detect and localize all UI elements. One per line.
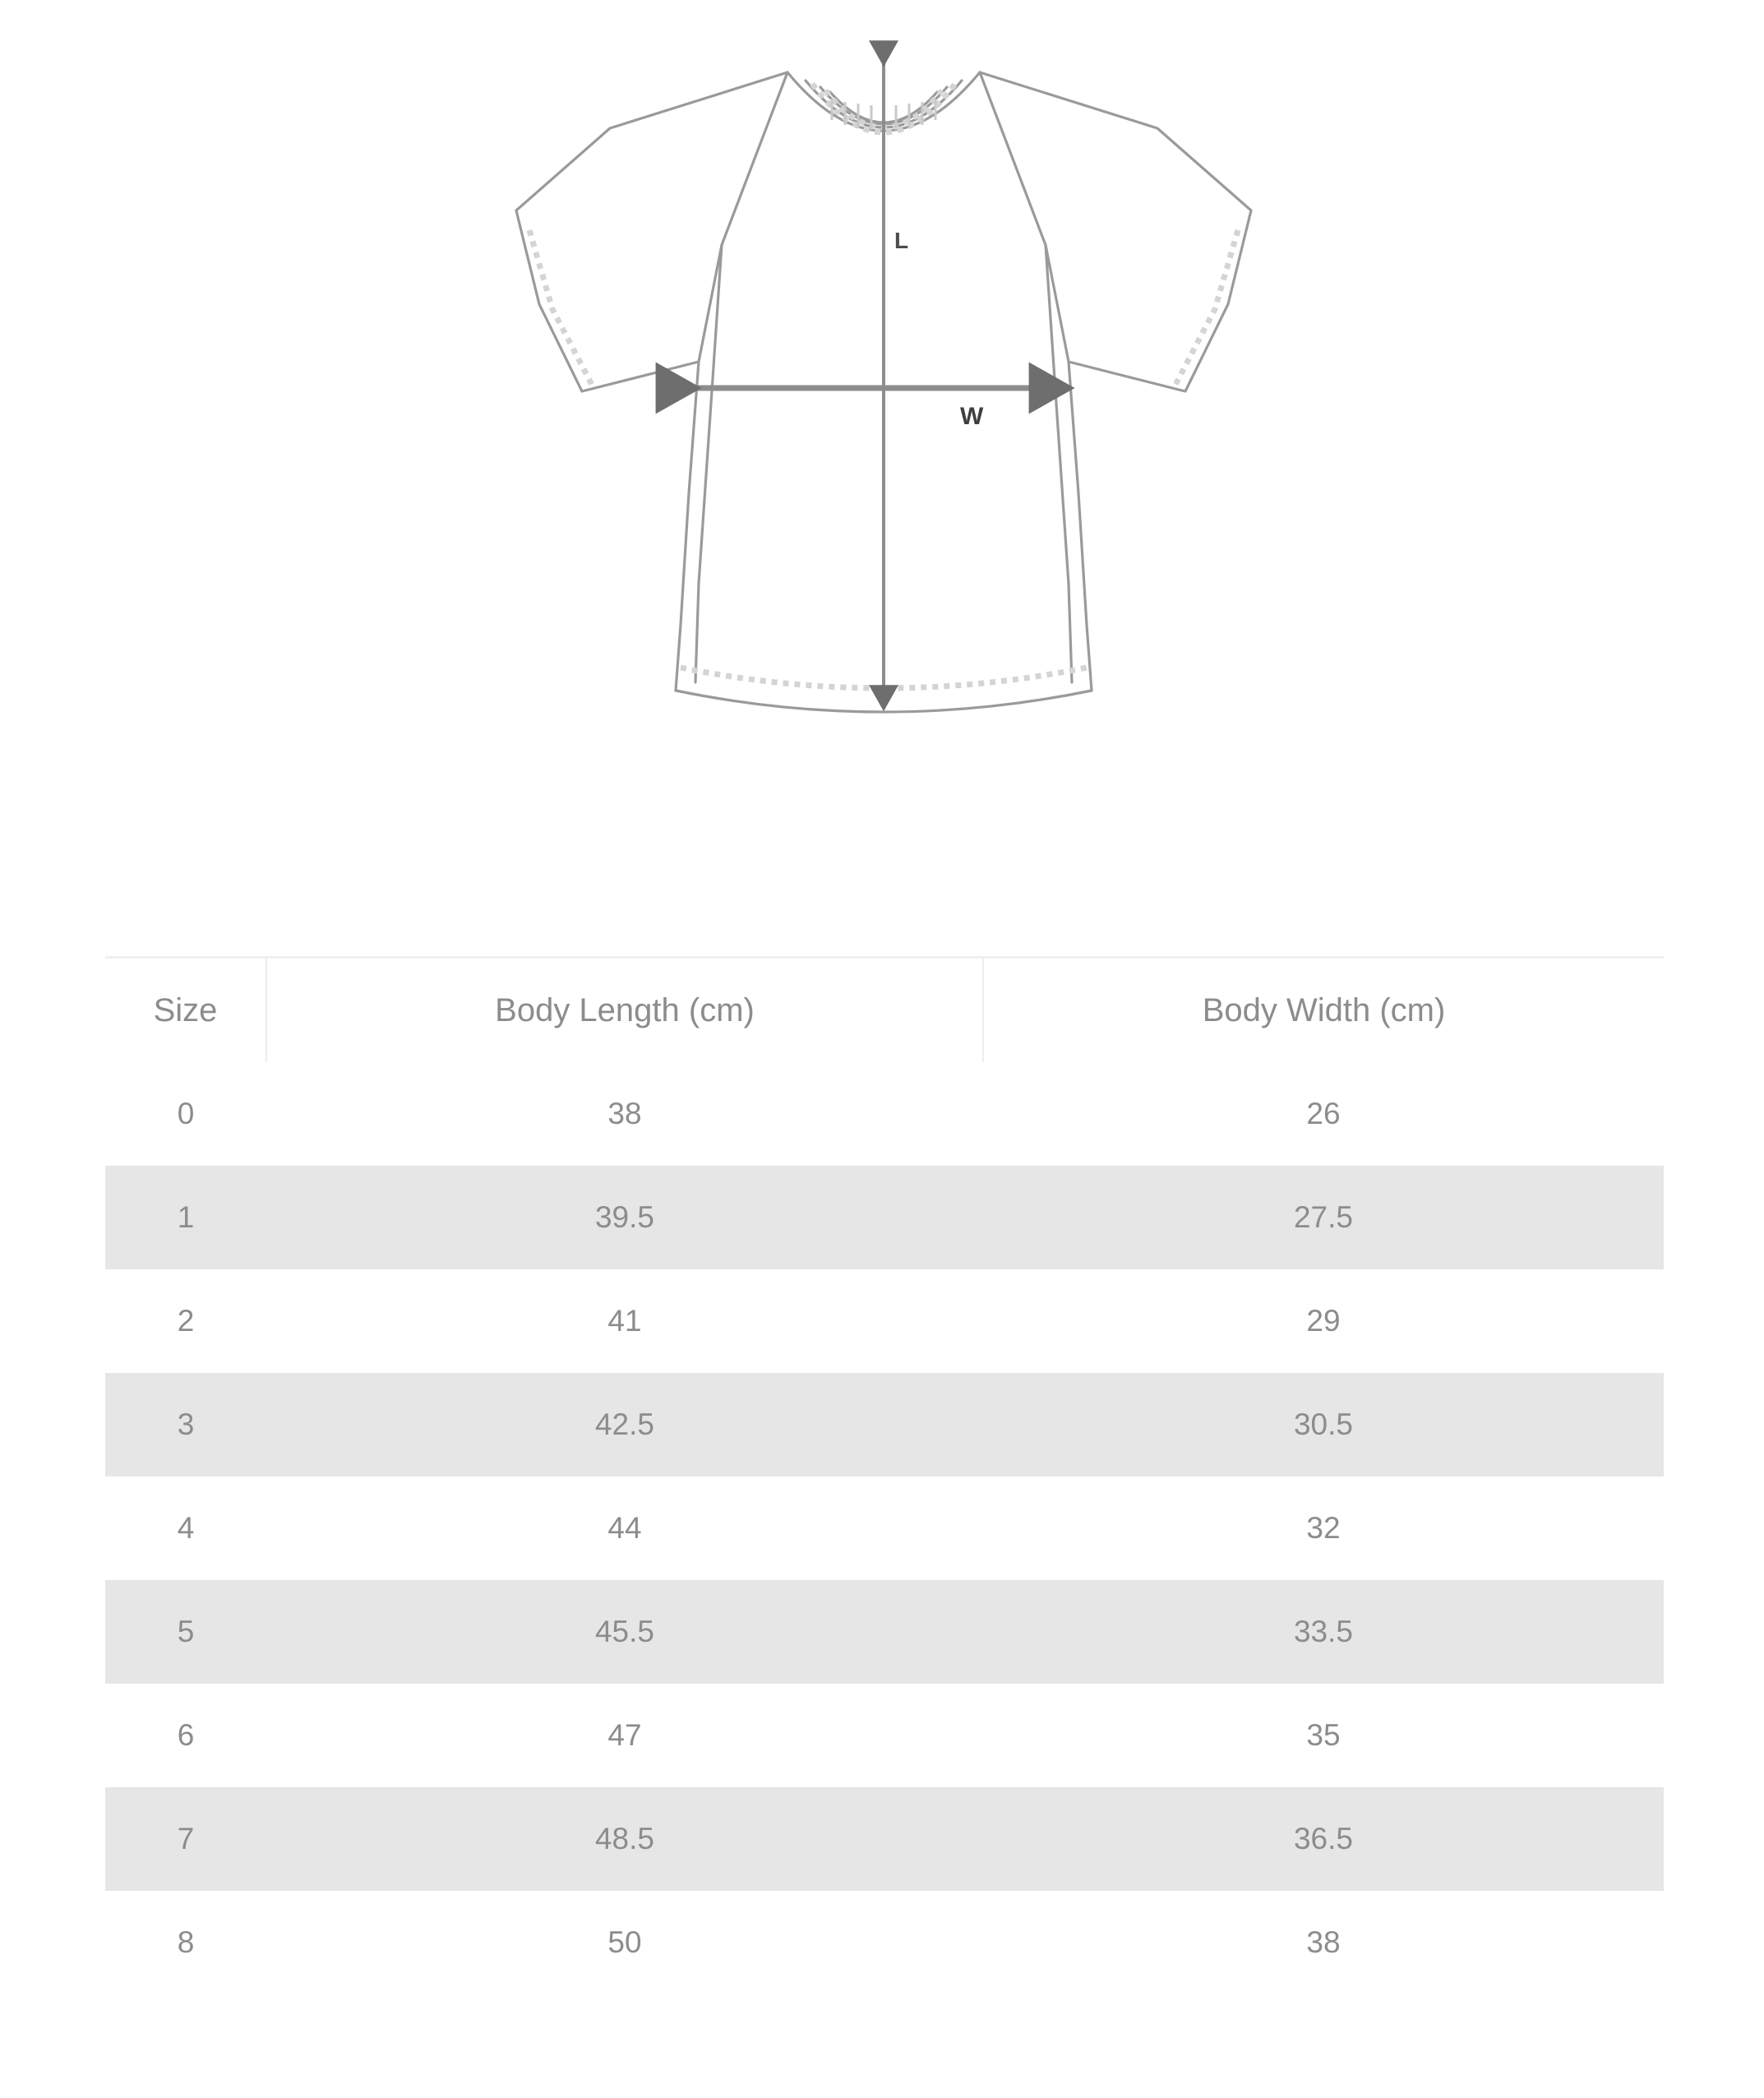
table-row: 8 50 38 <box>105 1891 1664 1994</box>
tshirt-diagram-container: L W <box>0 0 1764 904</box>
cell-body-length: 47 <box>607 1718 642 1752</box>
table-row: 5 45.5 33.5 <box>105 1580 1664 1684</box>
cell-body-width: 30.5 <box>983 1373 1664 1476</box>
left-sleeve-hem-stitch <box>526 229 595 386</box>
tshirt-outline <box>515 71 1253 714</box>
width-label: W <box>960 403 984 430</box>
cell-body-length: 38 <box>607 1097 642 1130</box>
table-row: 1 39.5 27.5 <box>105 1166 1664 1269</box>
column-header-body-length: Body Length (cm) <box>266 957 983 1062</box>
size-chart-table: Size Body Length (cm) Body Width (cm) 0 3… <box>105 956 1664 1994</box>
table-row: 4 44 32 <box>105 1476 1664 1580</box>
table-row: 3 42.5 30.5 <box>105 1373 1664 1476</box>
cell-body-width: 26 <box>1306 1097 1341 1130</box>
cell-size: 1 <box>105 1166 266 1269</box>
right-body-seam <box>1044 243 1074 684</box>
cell-body-length: 44 <box>607 1511 642 1545</box>
hem-edge <box>674 689 1093 714</box>
cell-body-width: 35 <box>1306 1718 1341 1752</box>
cell-body-length: 41 <box>607 1304 642 1338</box>
right-sleeve-shape <box>978 71 1253 393</box>
table-row: 2 41 29 <box>105 1269 1664 1373</box>
tshirt-measurement-diagram: L W <box>515 40 1253 714</box>
size-chart-body: 0 38 26 1 39.5 27.5 2 41 29 3 42.5 30.5 4 44 32 5 45.5 33… <box>105 1062 1664 1994</box>
cell-body-length: 45.5 <box>266 1580 983 1684</box>
column-header-size: Size <box>153 992 218 1028</box>
size-chart-container: Size Body Length (cm) Body Width (cm) 0 3… <box>105 956 1664 1994</box>
cell-body-length: 50 <box>607 1925 642 1959</box>
cell-body-length: 48.5 <box>266 1787 983 1891</box>
right-body-outer <box>1067 360 1093 692</box>
cell-size: 6 <box>177 1718 195 1752</box>
length-label: L <box>894 228 908 253</box>
header-row: Size Body Length (cm) Body Width (cm) <box>105 957 1664 1062</box>
cell-size: 8 <box>177 1925 195 1959</box>
cell-size: 2 <box>177 1304 195 1338</box>
cell-body-length: 42.5 <box>266 1373 983 1476</box>
collar-stitch-outer <box>810 81 958 136</box>
cell-size: 0 <box>177 1097 195 1130</box>
cell-body-width: 27.5 <box>983 1166 1664 1269</box>
table-row: 6 47 35 <box>105 1684 1664 1787</box>
cell-body-width: 38 <box>1306 1925 1341 1959</box>
cell-size: 7 <box>105 1787 266 1891</box>
size-chart-header: Size Body Length (cm) Body Width (cm) <box>105 957 1664 1062</box>
table-row: 0 38 26 <box>105 1062 1664 1166</box>
column-header-body-width: Body Width (cm) <box>982 957 1664 1062</box>
cell-size: 4 <box>177 1511 195 1545</box>
cell-body-width: 29 <box>1306 1304 1341 1338</box>
cell-size: 3 <box>105 1373 266 1476</box>
cell-body-width: 32 <box>1306 1511 1341 1545</box>
left-sleeve-shape <box>515 71 789 393</box>
cell-body-width: 33.5 <box>983 1580 1664 1684</box>
cell-body-width: 36.5 <box>983 1787 1664 1891</box>
left-body-seam <box>694 243 723 684</box>
cell-body-length: 39.5 <box>266 1166 983 1269</box>
left-body-outer <box>674 360 700 692</box>
right-sleeve-hem-stitch <box>1172 229 1241 386</box>
cell-size: 5 <box>105 1580 266 1684</box>
table-row: 7 48.5 36.5 <box>105 1787 1664 1891</box>
